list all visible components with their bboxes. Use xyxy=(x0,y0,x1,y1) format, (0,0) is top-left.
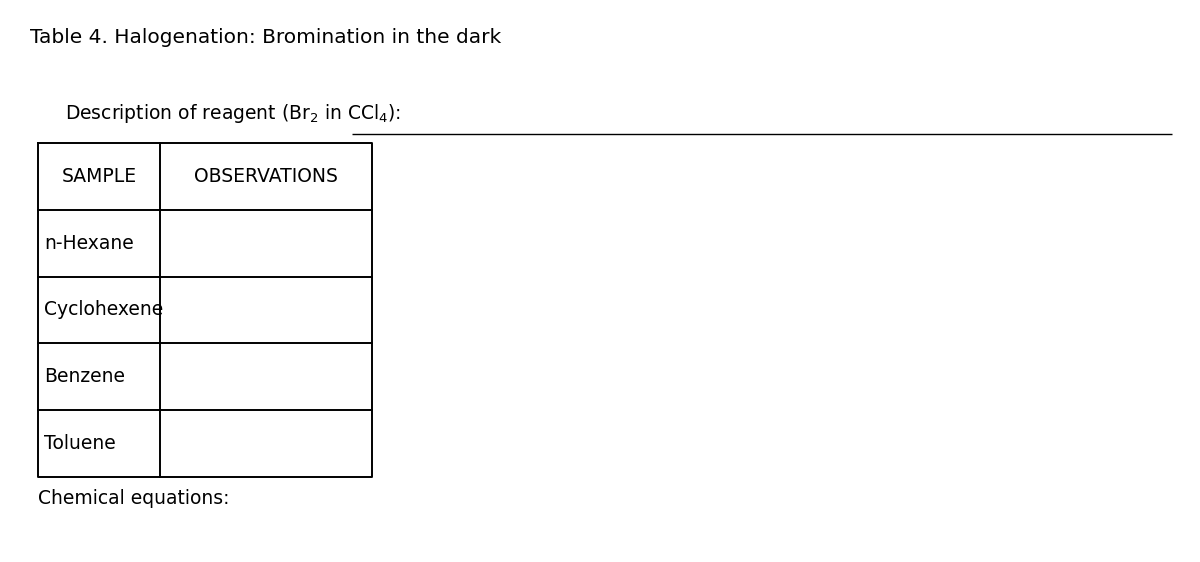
Text: Table 4. Halogenation: Bromination in the dark: Table 4. Halogenation: Bromination in th… xyxy=(30,28,502,47)
Text: Description of reagent (Br$_2$ in CCl$_4$):: Description of reagent (Br$_2$ in CCl$_4… xyxy=(65,102,401,125)
Text: SAMPLE: SAMPLE xyxy=(61,167,137,186)
Text: Chemical equations:: Chemical equations: xyxy=(38,489,229,508)
Text: Toluene: Toluene xyxy=(44,434,115,453)
Text: Cyclohexene: Cyclohexene xyxy=(44,301,163,320)
Text: OBSERVATIONS: OBSERVATIONS xyxy=(194,167,338,186)
Text: Benzene: Benzene xyxy=(44,368,125,386)
Text: n-Hexane: n-Hexane xyxy=(44,234,133,253)
